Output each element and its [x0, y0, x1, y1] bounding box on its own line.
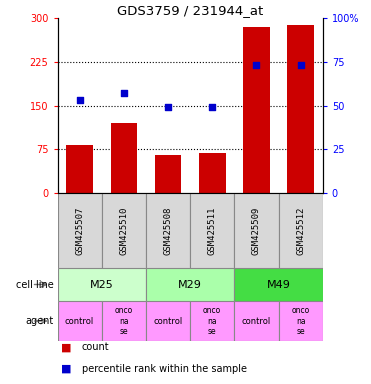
Text: ■: ■ — [61, 343, 72, 353]
Text: agent: agent — [26, 316, 54, 326]
Bar — [279, 301, 323, 341]
Bar — [58, 301, 102, 341]
Bar — [234, 193, 279, 268]
Bar — [155, 155, 181, 193]
Point — [165, 104, 171, 110]
Bar — [146, 301, 190, 341]
Bar — [146, 193, 190, 268]
Bar — [234, 268, 323, 301]
Text: count: count — [82, 343, 109, 353]
Bar — [66, 145, 93, 193]
Text: control: control — [153, 316, 183, 326]
Bar — [58, 268, 146, 301]
Point — [298, 62, 303, 68]
Text: GSM425511: GSM425511 — [208, 206, 217, 255]
Text: percentile rank within the sample: percentile rank within the sample — [82, 364, 247, 374]
Bar — [102, 193, 146, 268]
Text: GSM425507: GSM425507 — [75, 206, 84, 255]
Text: onco
na
se: onco na se — [203, 306, 221, 336]
Text: M49: M49 — [267, 280, 290, 290]
Bar — [190, 193, 234, 268]
Bar — [243, 27, 270, 193]
Bar — [102, 301, 146, 341]
Text: onco
na
se: onco na se — [292, 306, 310, 336]
Text: M25: M25 — [90, 280, 114, 290]
Text: cell line: cell line — [16, 280, 54, 290]
Bar — [279, 193, 323, 268]
Text: GSM425509: GSM425509 — [252, 206, 261, 255]
Bar — [288, 25, 314, 193]
Text: M29: M29 — [178, 280, 202, 290]
Text: control: control — [65, 316, 94, 326]
Bar — [234, 301, 279, 341]
Point — [121, 90, 127, 96]
Bar — [58, 193, 102, 268]
Bar — [146, 268, 234, 301]
Point — [209, 104, 215, 110]
Point — [77, 97, 83, 103]
Text: GSM425510: GSM425510 — [119, 206, 128, 255]
Text: onco
na
se: onco na se — [115, 306, 133, 336]
Text: control: control — [242, 316, 271, 326]
Text: GSM425512: GSM425512 — [296, 206, 305, 255]
Bar — [199, 153, 226, 193]
Point — [253, 62, 259, 68]
Bar — [111, 123, 137, 193]
Text: GSM425508: GSM425508 — [164, 206, 173, 255]
Bar — [190, 301, 234, 341]
Text: ■: ■ — [61, 364, 72, 374]
Title: GDS3759 / 231944_at: GDS3759 / 231944_at — [117, 4, 263, 17]
